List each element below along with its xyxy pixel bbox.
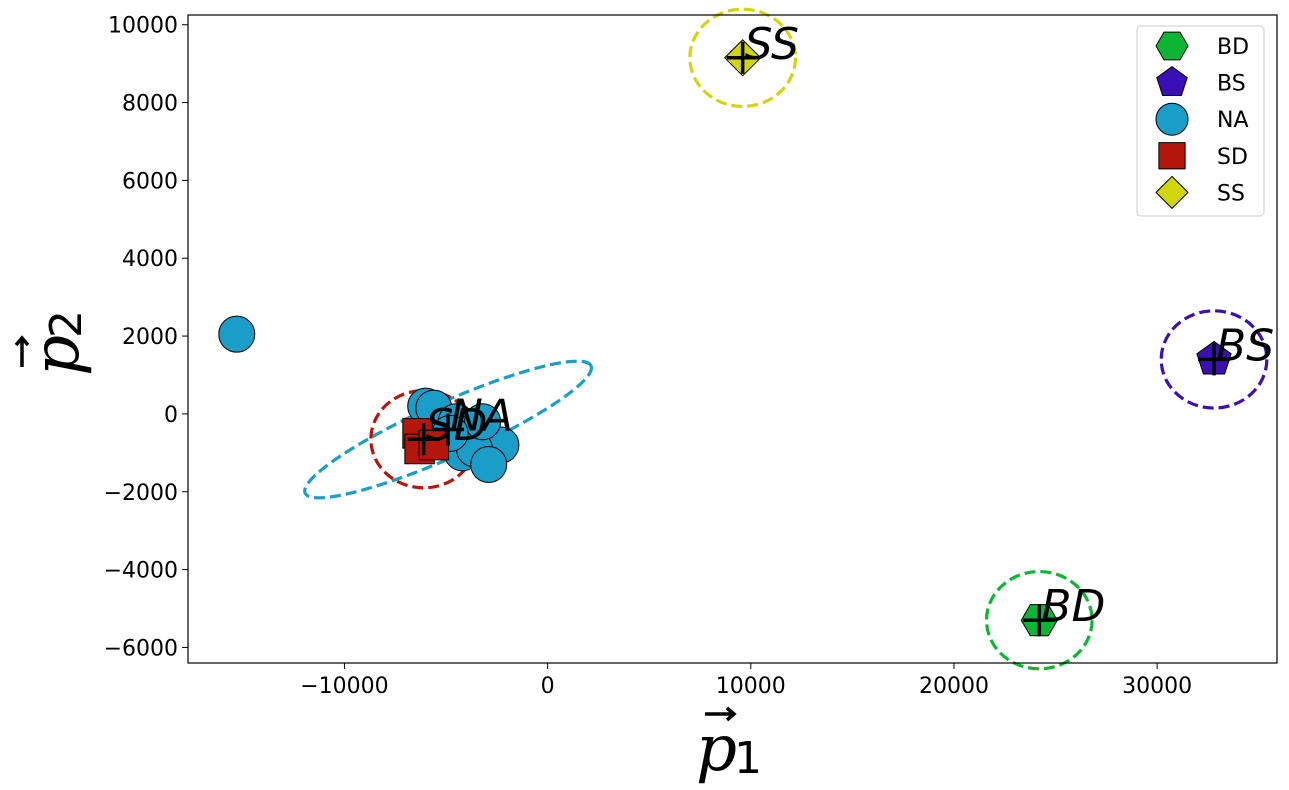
- point-na-9: [470, 446, 508, 484]
- centroid-sd: [407, 423, 440, 456]
- centroid-ss: [726, 41, 759, 74]
- centroid-bd: [1023, 604, 1056, 637]
- ellipse-ss: [688, 7, 798, 109]
- centroid-na: [432, 413, 465, 446]
- y-axis-title-subscript: 2: [41, 310, 92, 338]
- x-tick-label: −10000: [300, 674, 388, 699]
- y-tick-label: 6000: [122, 169, 178, 194]
- legend-label-sd: SD: [1217, 145, 1248, 170]
- legend-marker-sd: [1158, 142, 1186, 170]
- legend-marker-bd: [1155, 31, 1189, 61]
- y-tick-label: −4000: [104, 559, 178, 584]
- centroid-bs: [1198, 343, 1231, 376]
- y-axis: −6000 −4000 −2000 0 2000 4000 6000 8000 10000: [104, 14, 188, 661]
- y-tick-label: 0: [164, 403, 178, 428]
- cluster-label-bd: BD: [1041, 581, 1105, 632]
- data-points: [218, 39, 1232, 637]
- y-axis-title: p2: [14, 310, 94, 376]
- x-tick-label: 30000: [1122, 674, 1192, 699]
- point-na-0: [218, 315, 256, 353]
- y-tick-label: −2000: [104, 481, 178, 506]
- cluster-label-sd: SD: [426, 400, 488, 451]
- cluster-centroids: [407, 41, 1231, 637]
- y-tick-label: 8000: [122, 92, 178, 117]
- point-na-10: [464, 403, 502, 441]
- x-tick-label: 10000: [716, 674, 786, 699]
- cluster-label-ss: SS: [745, 19, 799, 70]
- x-tick-label: 20000: [919, 674, 989, 699]
- y-axis-title-arrow: [14, 335, 30, 367]
- legend-label-bs: BS: [1217, 72, 1246, 97]
- y-tick-label: 10000: [108, 14, 178, 39]
- legend-label-ss: SS: [1217, 181, 1245, 206]
- x-axis-title: p1: [696, 706, 762, 786]
- cluster-ellipses: [303, 7, 1269, 671]
- y-axis-title-base: p: [20, 335, 94, 376]
- legend-marker-ss: [1155, 175, 1189, 210]
- legend-label-bd: BD: [1217, 35, 1249, 60]
- x-axis-title-base: p: [696, 712, 737, 786]
- x-axis-title-arrow: [705, 706, 737, 722]
- ellipse-bd: [984, 569, 1094, 671]
- y-tick-label: 4000: [122, 247, 178, 272]
- plot-area-frame: [187, 14, 1278, 664]
- cluster-label-bs: BS: [1216, 320, 1274, 371]
- x-tick-label: 0: [541, 674, 555, 699]
- legend-marker-bs: [1156, 65, 1188, 97]
- y-tick-label: 2000: [122, 325, 178, 350]
- x-axis: −10000 0 10000 20000 30000: [300, 663, 1192, 699]
- ellipse-bs: [1159, 309, 1269, 410]
- legend: BD BS NA SD SS: [1136, 25, 1265, 217]
- y-tick-label: −6000: [104, 636, 178, 661]
- legend-marker-na: [1155, 102, 1189, 136]
- y-axis-title-rotated: p2: [14, 310, 94, 376]
- cluster-label-na: NA: [450, 390, 513, 441]
- legend-label-na: NA: [1217, 108, 1249, 133]
- x-axis-title-subscript: 1: [734, 733, 762, 784]
